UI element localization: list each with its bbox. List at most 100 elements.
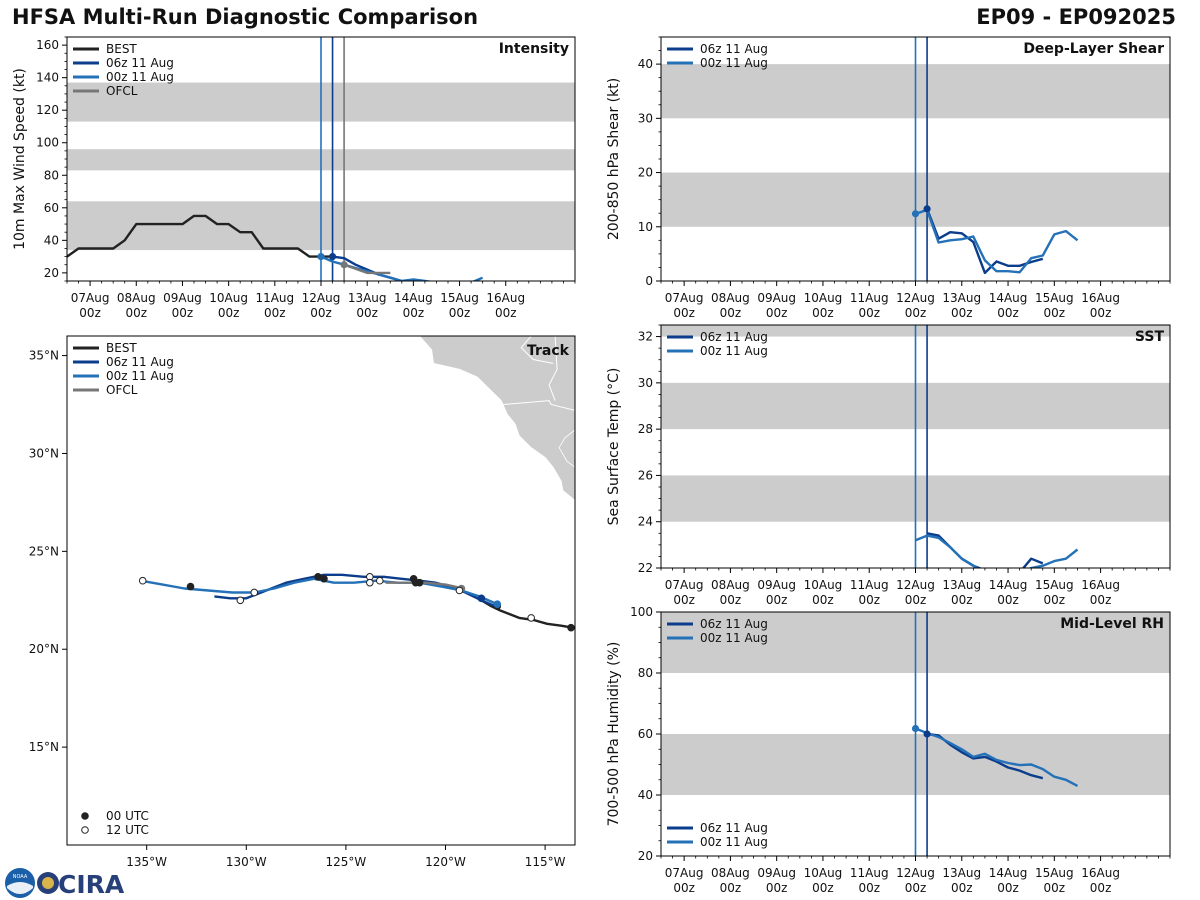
x-tick-label-hour: 00z: [858, 593, 880, 607]
lat-tick-label: 30°N: [29, 446, 59, 460]
x-tick-label-hour: 00z: [310, 306, 332, 320]
x-tick-label-day: 10Aug: [804, 578, 843, 592]
chart-shear: 01020304007Aug00z08Aug00z09Aug00z10Aug00…: [606, 36, 1171, 320]
x-tick-label-day: 14Aug: [394, 291, 433, 305]
page-title: HFSA Multi-Run Diagnostic Comparison: [12, 5, 479, 29]
noaa-badge-text: NOAA: [13, 874, 28, 880]
x-tick-label-day: 16Aug: [486, 291, 525, 305]
y-tick-label: 40: [638, 57, 653, 71]
x-tick-label-hour: 00z: [905, 593, 927, 607]
x-tick-label-hour: 00z: [673, 306, 695, 320]
y-tick-label: 80: [638, 666, 653, 680]
track-point-00utc: [186, 582, 195, 591]
x-tick-label-hour: 00z: [720, 593, 742, 607]
legend-label: 06z 11 Aug: [700, 821, 768, 835]
y-tick-label: 26: [638, 468, 653, 482]
y-tick-label: 80: [44, 168, 59, 182]
x-tick-label-hour: 00z: [1090, 593, 1112, 607]
y-tick-label: 20: [638, 166, 653, 180]
x-tick-label-day: 10Aug: [209, 291, 248, 305]
x-tick-label-hour: 00z: [720, 306, 742, 320]
legend-label: 00z 11 Aug: [700, 835, 768, 849]
legend-label: 06z 11 Aug: [106, 355, 174, 369]
x-tick-label-day: 14Aug: [989, 866, 1028, 880]
x-tick-label-hour: 00z: [766, 593, 788, 607]
x-tick-label-day: 16Aug: [1081, 578, 1120, 592]
land-polygon: [558, 429, 575, 468]
y-axis-label: 700-500 hPa Humidity (%): [606, 642, 622, 827]
x-tick-label-day: 15Aug: [1035, 578, 1074, 592]
storm-id: EP09 - EP092025: [976, 5, 1176, 29]
x-tick-label-day: 12Aug: [896, 866, 935, 880]
noaa-cira-logo: NOAA CIRA: [5, 868, 124, 899]
legend-label: 00z 11 Aug: [106, 369, 174, 383]
legend-label: 00z 11 Aug: [700, 631, 768, 645]
init-marker: [340, 261, 348, 269]
marker-legend-label: 12 UTC: [106, 823, 149, 837]
track-point-12utc: [138, 576, 147, 585]
legend-label: 06z 11 Aug: [700, 42, 768, 56]
init-marker: [317, 253, 325, 261]
x-tick-label-hour: 00z: [673, 593, 695, 607]
legend-label: 00z 11 Aug: [700, 56, 768, 70]
x-tick-label-hour: 00z: [125, 306, 147, 320]
legend-label: 06z 11 Aug: [700, 617, 768, 631]
x-tick-label-hour: 00z: [951, 881, 973, 895]
legend-label: 00z 11 Aug: [106, 70, 174, 84]
x-tick-label-day: 13Aug: [942, 291, 981, 305]
y-tick-label: 140: [36, 71, 59, 85]
x-tick-label-hour: 00z: [1044, 881, 1066, 895]
y-tick-label: 24: [638, 515, 653, 529]
series-line-06z-11-aug: [925, 208, 1044, 275]
lon-tick-label: 115°W: [525, 855, 566, 869]
x-tick-label-hour: 00z: [720, 881, 742, 895]
plot-area: [67, 37, 575, 281]
border-line: [520, 336, 554, 364]
marker-legend-filled: [81, 812, 89, 820]
track-point-00utc: [477, 594, 486, 603]
x-tick-label-day: 15Aug: [1035, 291, 1074, 305]
y-tick-label: 32: [638, 330, 653, 344]
chart-title: Deep-Layer Shear: [1023, 41, 1164, 57]
lon-tick-label: 135°W: [126, 855, 167, 869]
y-tick-label: 40: [638, 788, 653, 802]
x-tick-label-hour: 00z: [449, 306, 471, 320]
track-point-12utc: [527, 614, 535, 622]
y-tick-label: 20: [638, 849, 653, 863]
legend-label: BEST: [106, 42, 137, 56]
x-tick-label-day: 11Aug: [850, 578, 889, 592]
x-tick-label-day: 12Aug: [896, 291, 935, 305]
y-tick-label: 120: [36, 103, 59, 117]
x-tick-label-day: 09Aug: [757, 578, 796, 592]
lon-tick-label: 130°W: [226, 855, 267, 869]
y-tick-label: 60: [638, 727, 653, 741]
x-tick-label-day: 08Aug: [711, 578, 750, 592]
x-tick-label-day: 11Aug: [255, 291, 294, 305]
x-tick-label-hour: 00z: [766, 306, 788, 320]
x-tick-label-hour: 00z: [997, 306, 1019, 320]
x-tick-label-hour: 00z: [858, 306, 880, 320]
x-tick-label-day: 14Aug: [989, 578, 1028, 592]
x-tick-label-day: 09Aug: [757, 291, 796, 305]
y-tick-label: 30: [638, 376, 653, 390]
x-tick-label-hour: 00z: [1044, 306, 1066, 320]
x-tick-label-hour: 00z: [264, 306, 286, 320]
y-tick-label: 0: [645, 274, 653, 288]
series-line-00z-11-aug: [320, 255, 484, 281]
track-point-00utc: [314, 572, 322, 581]
x-tick-label-hour: 00z: [1044, 593, 1066, 607]
y-tick-label: 30: [638, 111, 653, 125]
x-tick-label-hour: 00z: [858, 881, 880, 895]
lat-tick-label: 15°N: [29, 740, 59, 754]
track-point-12utc: [366, 578, 374, 587]
x-tick-label-day: 15Aug: [440, 291, 479, 305]
y-tick-label: 100: [36, 136, 59, 150]
legend-label: 00z 11 Aug: [700, 344, 768, 358]
track-point-00utc: [567, 623, 575, 632]
legend-label: OFCL: [106, 84, 138, 98]
track-point-00utc: [411, 578, 420, 587]
x-tick-label-day: 12Aug: [302, 291, 341, 305]
x-tick-label-day: 10Aug: [804, 866, 843, 880]
x-tick-label-day: 08Aug: [711, 291, 750, 305]
